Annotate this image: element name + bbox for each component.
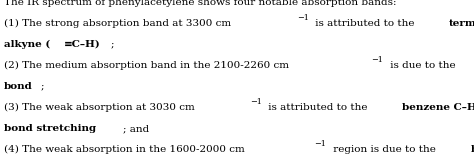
Text: (3) The weak absorption at 3030 cm: (3) The weak absorption at 3030 cm <box>4 103 194 112</box>
Text: ≡C–H): ≡C–H) <box>64 40 100 49</box>
Text: −1: −1 <box>314 140 326 148</box>
Text: is attributed to the: is attributed to the <box>265 103 371 112</box>
Text: −1: −1 <box>372 56 383 64</box>
Text: ; and: ; and <box>123 124 149 133</box>
Text: The IR spectrum of phenylacetylene shows four notable absorption bands:: The IR spectrum of phenylacetylene shows… <box>4 0 396 7</box>
Text: (2) The medium absorption band in the 2100-2260 cm: (2) The medium absorption band in the 21… <box>4 61 289 70</box>
Text: −1: −1 <box>297 14 309 22</box>
Text: (4) The weak absorption in the 1600-2000 cm: (4) The weak absorption in the 1600-2000… <box>4 145 245 154</box>
Text: (1) The strong absorption band at 3300 cm: (1) The strong absorption band at 3300 c… <box>4 19 231 28</box>
Text: ;: ; <box>41 82 45 91</box>
Text: is due to the: is due to the <box>387 61 459 70</box>
Text: is attributed to the: is attributed to the <box>312 19 418 28</box>
Text: terminal: terminal <box>448 19 474 28</box>
Text: benzene C–H: benzene C–H <box>401 103 474 112</box>
Text: −1: −1 <box>250 98 262 106</box>
Text: ;: ; <box>111 40 114 49</box>
Text: region is due to the: region is due to the <box>330 145 439 154</box>
Text: bond stretching: bond stretching <box>4 124 96 133</box>
Text: benzene: benzene <box>471 145 474 154</box>
Text: alkyne (: alkyne ( <box>4 40 50 49</box>
Text: bond: bond <box>4 82 33 91</box>
